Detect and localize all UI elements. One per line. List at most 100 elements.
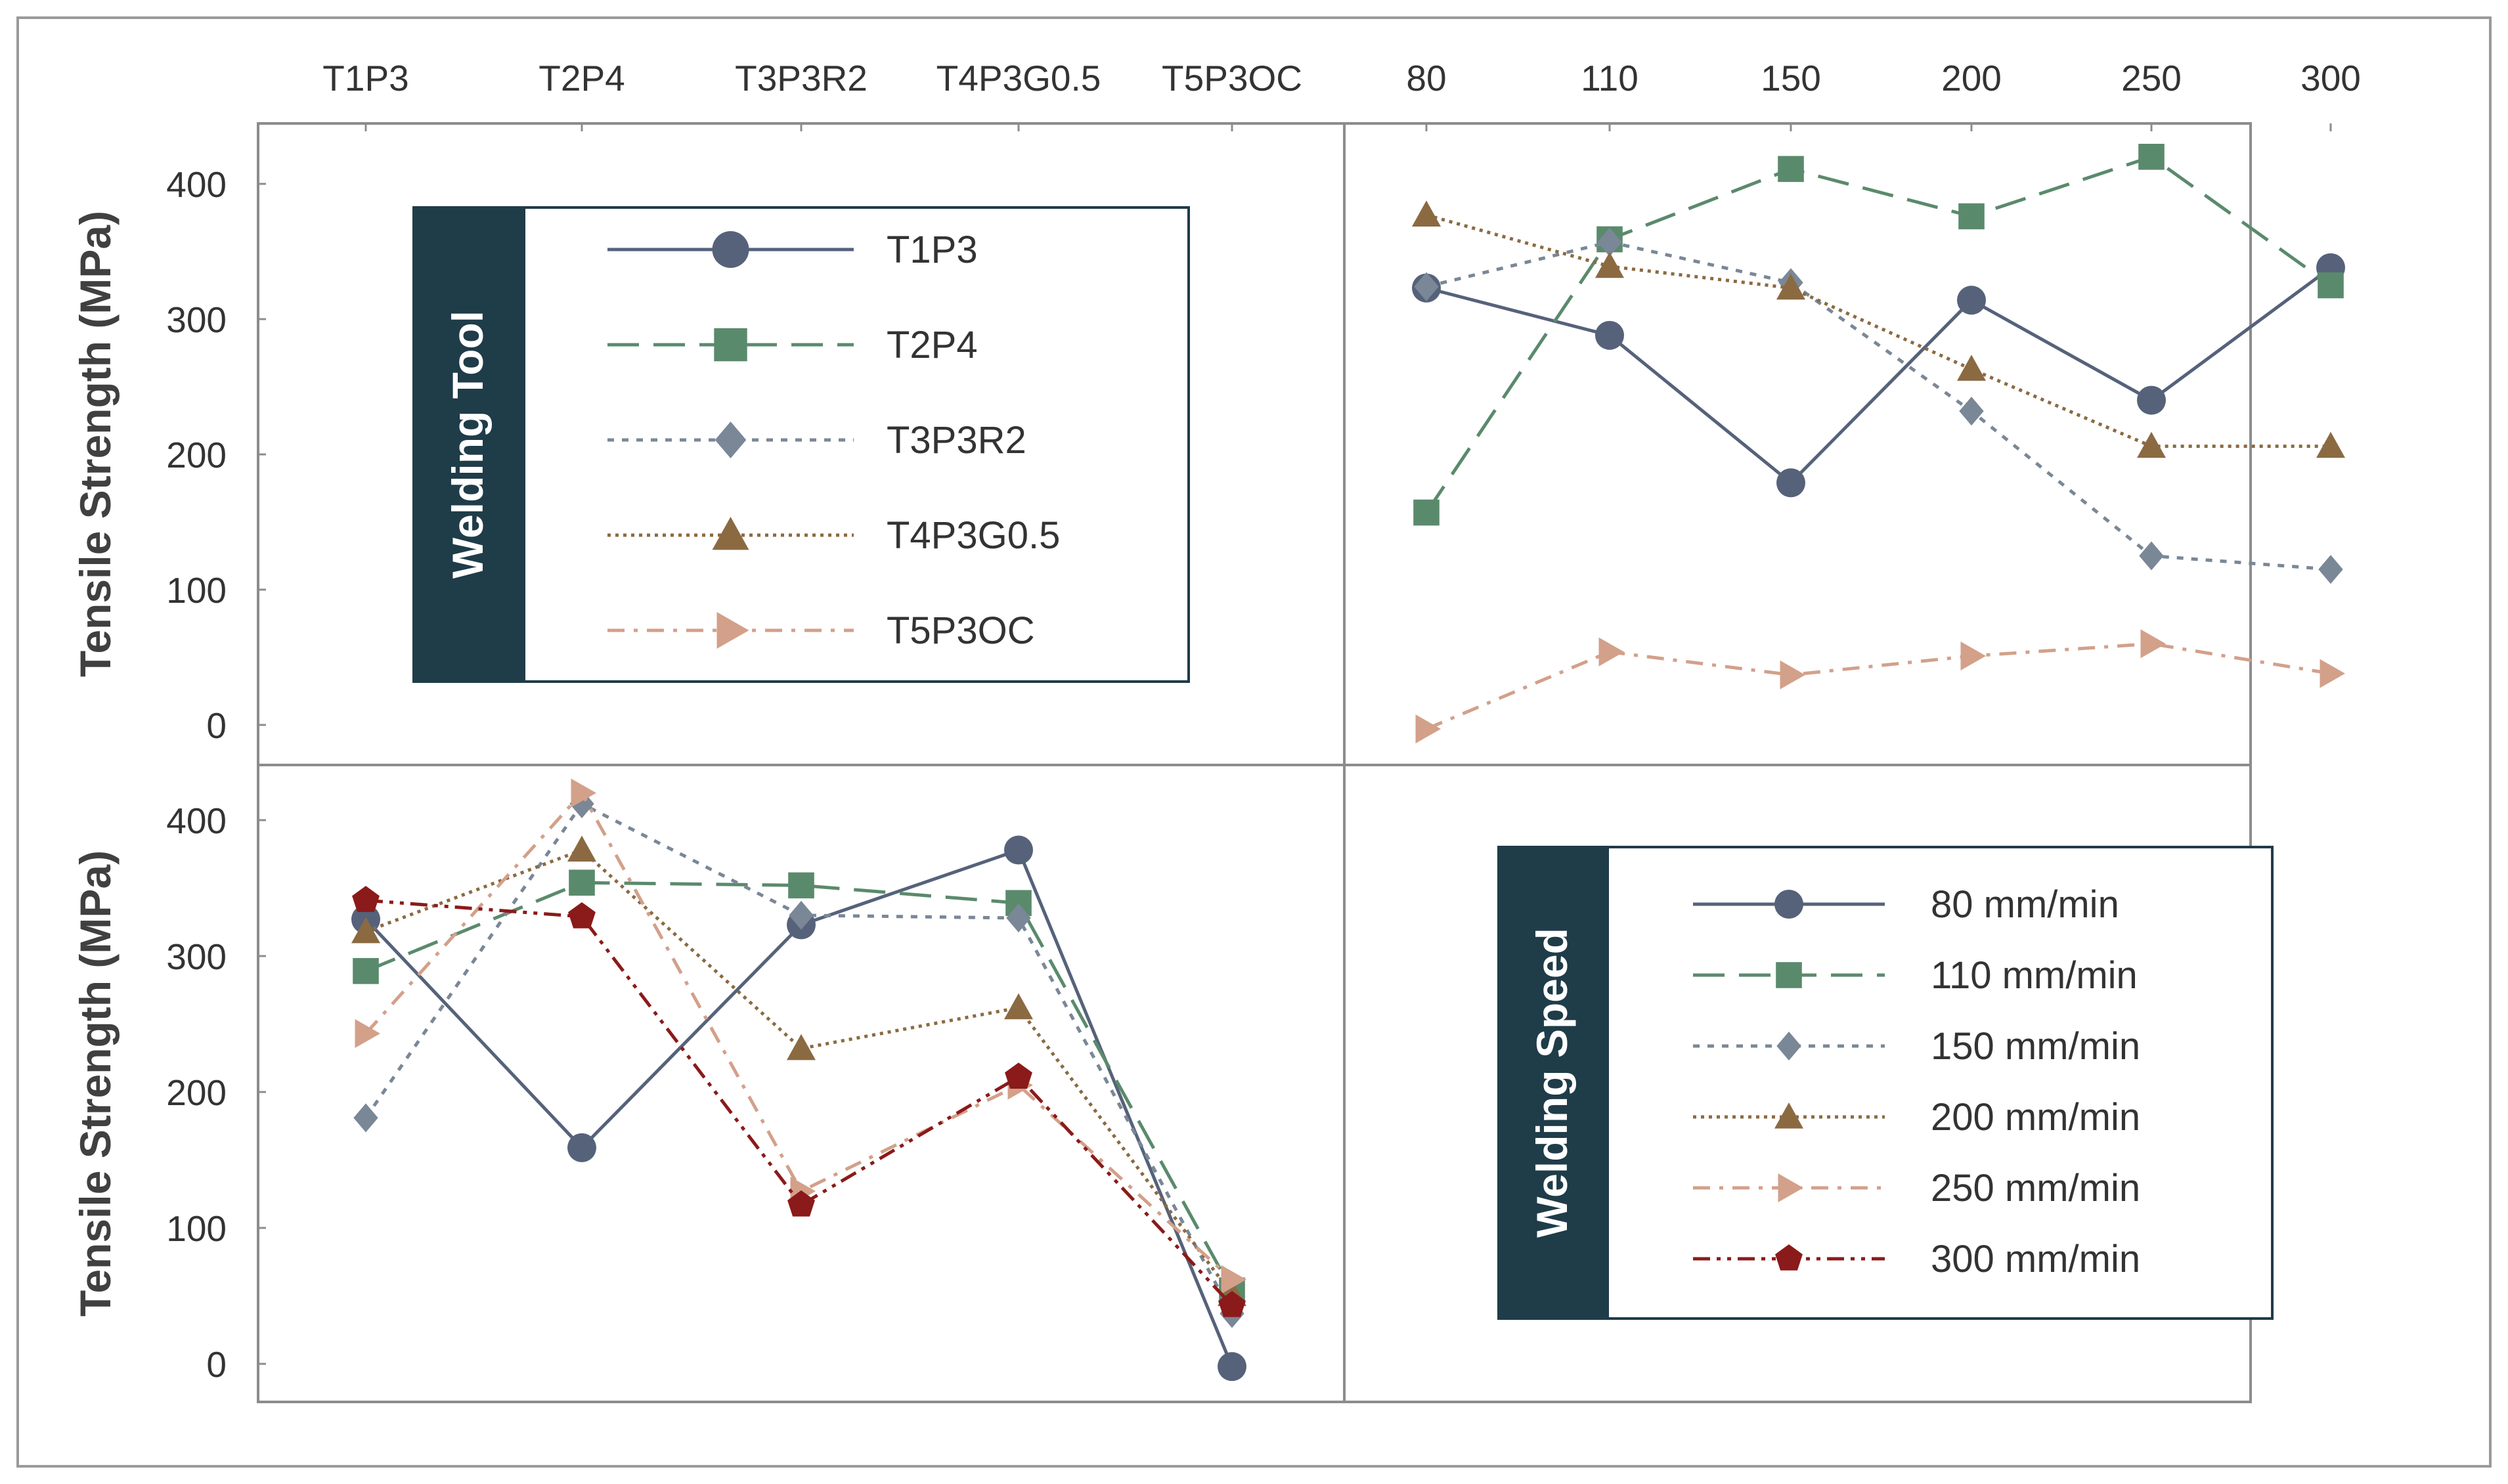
panel-speed-vs-tool: [257, 764, 1346, 1403]
x-tick-label-200: 200: [1941, 58, 2002, 98]
y-tick-label-lower-400: 400: [166, 800, 227, 841]
tool-point-t5p3oc-110: [1598, 637, 1624, 666]
y-tick-label-upper-300: 300: [166, 299, 227, 340]
tool-legend-marker-t4p3g0-5: [712, 517, 749, 550]
y-tick-label-upper-0: 0: [206, 705, 227, 746]
tool-legend-label-t2p4: T2P4: [887, 324, 978, 366]
tool-point-t5p3oc-150: [1780, 660, 1805, 689]
speed-point-110-mm-min-t2p4: [569, 869, 595, 896]
speed-point-200-mm-min-t2p4: [567, 835, 596, 862]
speed-point-110-mm-min-t3p3r2: [788, 872, 814, 899]
tool-point-t2p4-150: [1778, 156, 1804, 183]
tool-legend-marker-t3p3r2: [715, 422, 747, 458]
speed-point-300-mm-min-t2p4: [568, 902, 596, 928]
x-tick-label-t1p3: T1P3: [322, 58, 408, 98]
tool-point-t3p3r2-300: [2318, 555, 2343, 584]
tool-line-t4p3g0-5: [1426, 213, 2331, 448]
legend-welding-tool-title-bar: [414, 207, 525, 682]
x-tick-label-250: 250: [2121, 58, 2182, 98]
speed-legend-marker-110-mm-min: [1776, 962, 1802, 988]
tool-point-t1p3-150: [1776, 468, 1805, 498]
y-axis-label-upper: Tensile Strength (MPa): [71, 211, 120, 677]
tool-point-t5p3oc-200: [1960, 641, 1986, 670]
speed-point-200-mm-min-t4p3g0-5: [1004, 993, 1033, 1020]
x-tick-label-t4p3g0-5: T4P3G0.5: [936, 58, 1101, 98]
speed-point-200-mm-min-t3p3r2: [787, 1034, 816, 1060]
tool-point-t3p3r2-250: [2139, 541, 2164, 571]
tool-point-t4p3g0-5-300: [2316, 431, 2345, 458]
speed-legend-label-300-mm-min: 300 mm/min: [1931, 1238, 2140, 1280]
tool-legend-marker-t5p3oc: [716, 612, 749, 649]
legend-welding-speed-box: [1497, 846, 2274, 1320]
tool-point-t5p3oc-300: [2320, 659, 2345, 688]
tool-legend-marker-t1p3: [712, 231, 749, 268]
speed-point-80-mm-min-t4p3g0-5: [1004, 835, 1033, 865]
tool-point-t3p3r2-200: [1959, 397, 1984, 426]
speed-line-300-mm-min: [365, 898, 1233, 1307]
tool-point-t5p3oc-80: [1415, 714, 1441, 744]
speed-legend-label-200-mm-min: 200 mm/min: [1931, 1096, 2140, 1139]
tool-legend-label-t1p3: T1P3: [887, 229, 978, 271]
speed-legend-marker-300-mm-min: [1775, 1244, 1803, 1271]
tool-line-t3p3r2: [1426, 240, 2331, 571]
speed-point-80-mm-min-t5p3oc: [1218, 1352, 1246, 1382]
y-axis-label-lower: Tensile Strength (MPa): [71, 850, 120, 1317]
legend-welding-speed-title: Welding Speed: [1528, 928, 1576, 1238]
speed-point-300-mm-min-t3p3r2: [787, 1190, 815, 1217]
speed-point-250-mm-min-t5p3oc: [1221, 1265, 1246, 1294]
speed-legend-marker-200-mm-min: [1774, 1102, 1803, 1129]
speed-point-300-mm-min-t5p3oc: [1218, 1290, 1246, 1317]
speed-point-110-mm-min-t1p3: [353, 957, 379, 984]
tool-point-t3p3r2-80: [1414, 272, 1439, 301]
y-axis-lower: 0 100 200 300 400: [166, 800, 266, 1385]
legend-welding-tool: Welding Tool T1P3 T2P4 T3P3R2 T4P3G0.5 T5P3O…: [412, 206, 1190, 683]
x-tick-label-110: 110: [1581, 58, 1639, 98]
speed-point-250-mm-min-t1p3: [355, 1018, 380, 1048]
y-tick-label-lower-0: 0: [206, 1344, 227, 1385]
tool-point-t4p3g0-5-150: [1776, 273, 1805, 300]
speed-point-250-mm-min-t2p4: [571, 778, 596, 808]
y-tick-label-upper-400: 400: [166, 164, 227, 205]
speed-point-80-mm-min-t2p4: [567, 1133, 596, 1162]
tool-legend-label-t4p3g0-5: T4P3G0.5: [887, 514, 1060, 557]
x-tick-label-t3p3r2: T3P3R2: [735, 58, 868, 98]
legend-welding-speed-items: 80 mm/min 110 mm/min 150 mm/min 200 mm/min 2…: [1693, 883, 2140, 1280]
tool-line-t2p4: [1424, 155, 2332, 513]
tool-line-t1p3: [1426, 266, 2332, 485]
tool-point-t3p3r2-110: [1597, 227, 1622, 257]
tool-point-t1p3-110: [1595, 320, 1624, 350]
speed-legend-label-150-mm-min: 150 mm/min: [1931, 1025, 2140, 1068]
tool-point-t4p3g0-5-250: [2137, 431, 2166, 458]
legend-welding-tool-box: [412, 206, 1190, 683]
speed-point-300-mm-min-t1p3: [352, 886, 380, 912]
x-tick-label-t5p3oc: T5P3OC: [1162, 58, 1302, 98]
tool-point-t2p4-200: [1958, 203, 1985, 230]
y-axis-upper: 0 100 200 300 400: [166, 164, 266, 746]
tool-point-t5p3oc-250: [2140, 629, 2166, 659]
x-tick-label-150: 150: [1761, 58, 1821, 98]
tool-point-t2p4-300: [2318, 272, 2344, 299]
speed-point-300-mm-min-t4p3g0-5: [1005, 1062, 1032, 1089]
tool-legend-marker-t2p4: [714, 328, 747, 362]
legend-welding-tool-items: T1P3 T2P4 T3P3R2 T4P3G0.5 T5P3OC: [607, 229, 1060, 652]
speed-series-group: [351, 778, 1246, 1382]
legend-welding-tool-title: Welding Tool: [443, 311, 492, 578]
top-axis-ticks: T1P3 T2P4 T3P3R2 T4P3G0.5 T5P3OC 80 110 150 200 2…: [322, 58, 2361, 131]
legend-welding-speed: Welding Speed 80 mm/min 110 mm/min 150 mm/…: [1497, 846, 2274, 1320]
tool-point-t4p3g0-5-200: [1957, 355, 1986, 381]
speed-legend-label-80-mm-min: 80 mm/min: [1931, 883, 2119, 926]
tool-point-t2p4-80: [1413, 499, 1440, 526]
y-tick-label-lower-300: 300: [166, 936, 227, 977]
y-tick-label-lower-100: 100: [166, 1208, 227, 1249]
tool-series-group: [1412, 144, 2345, 744]
y-tick-label-upper-200: 200: [166, 435, 227, 475]
x-tick-label-t2p4: T2P4: [539, 58, 625, 98]
speed-point-150-mm-min-t3p3r2: [789, 900, 814, 930]
speed-legend-marker-250-mm-min: [1778, 1173, 1803, 1202]
speed-point-150-mm-min-t4p3g0-5: [1006, 904, 1031, 933]
x-tick-label-300: 300: [2300, 58, 2361, 98]
tool-line-t5p3oc: [1426, 642, 2331, 731]
speed-legend-label-110-mm-min: 110 mm/min: [1931, 954, 2138, 997]
tool-point-t4p3g0-5-80: [1412, 200, 1441, 227]
